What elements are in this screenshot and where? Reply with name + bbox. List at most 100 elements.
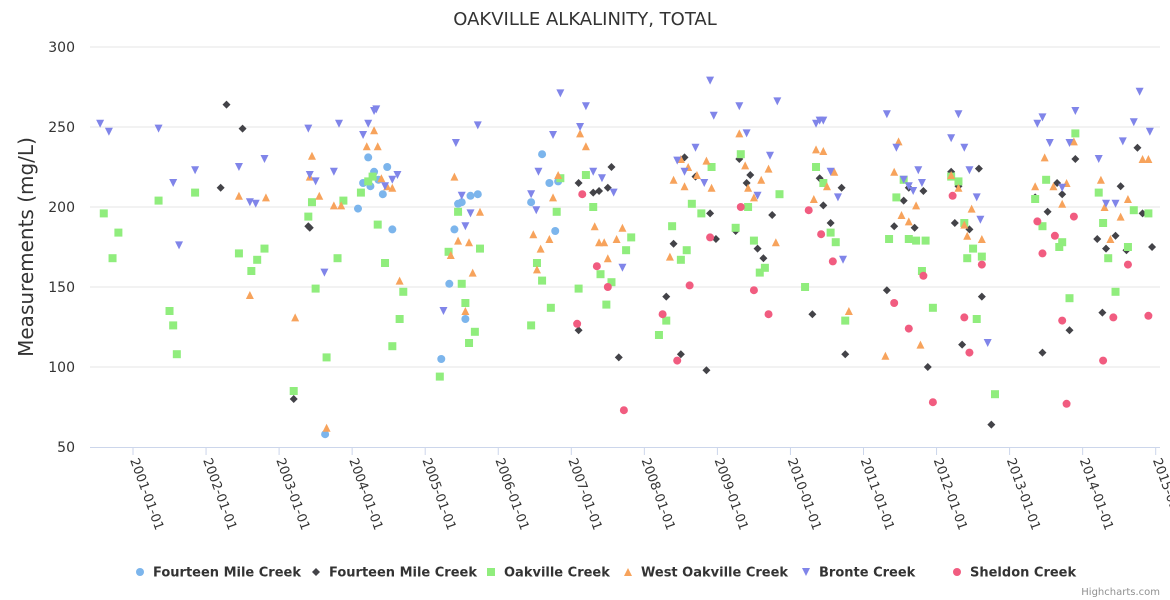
data-point[interactable] — [612, 235, 621, 243]
data-point[interactable] — [826, 219, 835, 227]
data-point[interactable] — [216, 183, 225, 192]
data-point[interactable] — [595, 238, 604, 247]
data-point[interactable] — [545, 235, 554, 243]
data-point[interactable] — [576, 129, 585, 138]
data-point[interactable] — [882, 286, 891, 295]
data-point[interactable] — [468, 268, 477, 277]
data-point[interactable] — [333, 254, 342, 263]
data-point[interactable] — [1065, 326, 1074, 335]
data-point[interactable] — [1071, 155, 1080, 163]
data-point[interactable] — [839, 255, 848, 264]
data-point[interactable] — [592, 262, 601, 271]
data-point[interactable] — [305, 171, 314, 179]
data-point[interactable] — [169, 179, 178, 187]
data-point[interactable] — [393, 171, 402, 179]
data-point[interactable] — [364, 177, 373, 186]
data-point[interactable] — [1123, 243, 1132, 251]
data-point[interactable] — [1106, 235, 1115, 243]
data-point[interactable] — [589, 167, 598, 176]
data-point[interactable] — [831, 238, 840, 247]
data-point[interactable] — [576, 123, 585, 131]
data-point[interactable] — [1058, 199, 1067, 208]
data-point[interactable] — [315, 191, 324, 200]
data-point[interactable] — [977, 292, 986, 301]
data-point[interactable] — [596, 270, 605, 279]
data-point[interactable] — [1038, 222, 1047, 231]
data-point[interactable] — [457, 191, 466, 200]
data-point[interactable] — [574, 284, 583, 293]
data-point[interactable] — [892, 193, 901, 202]
data-point[interactable] — [364, 119, 373, 128]
data-point[interactable] — [590, 222, 599, 231]
data-point[interactable] — [527, 198, 536, 207]
data-point[interactable] — [549, 193, 558, 202]
legend-item[interactable]: Fourteen Mile Creek — [312, 566, 477, 581]
data-point[interactable] — [736, 150, 745, 159]
data-point[interactable] — [551, 227, 560, 235]
data-point[interactable] — [370, 126, 379, 135]
data-point[interactable] — [465, 238, 474, 247]
data-point[interactable] — [817, 230, 826, 239]
data-point[interactable] — [356, 188, 365, 197]
data-point[interactable] — [454, 207, 463, 216]
data-point[interactable] — [963, 254, 972, 263]
data-point[interactable] — [532, 206, 541, 215]
data-point[interactable] — [104, 127, 113, 136]
data-point[interactable] — [260, 155, 269, 163]
data-point[interactable] — [154, 124, 163, 133]
data-point[interactable] — [538, 150, 547, 159]
data-point[interactable] — [965, 166, 974, 175]
data-point[interactable] — [1118, 137, 1127, 146]
data-point[interactable] — [654, 331, 663, 339]
data-point[interactable] — [812, 119, 821, 128]
data-point[interactable] — [245, 291, 254, 299]
data-point[interactable] — [749, 236, 758, 245]
data-point[interactable] — [470, 327, 479, 336]
data-point[interactable] — [289, 387, 298, 395]
data-point[interactable] — [556, 89, 565, 98]
data-point[interactable] — [597, 174, 606, 183]
data-point[interactable] — [191, 188, 200, 197]
data-point[interactable] — [706, 76, 715, 85]
data-point[interactable] — [1129, 206, 1138, 215]
data-point[interactable] — [465, 339, 474, 347]
data-point[interactable] — [574, 179, 583, 187]
data-point[interactable] — [337, 201, 346, 210]
data-point[interactable] — [844, 307, 853, 315]
data-point[interactable] — [1144, 209, 1153, 218]
data-point[interactable] — [904, 324, 913, 333]
data-point[interactable] — [450, 172, 459, 181]
data-point[interactable] — [435, 372, 444, 381]
data-point[interactable] — [912, 201, 921, 210]
data-point[interactable] — [538, 276, 547, 285]
data-point[interactable] — [339, 196, 348, 205]
data-point[interactable] — [234, 163, 243, 171]
data-point[interactable] — [475, 244, 484, 253]
data-point[interactable] — [1102, 244, 1111, 253]
data-point[interactable] — [760, 263, 769, 272]
data-point[interactable] — [473, 121, 482, 130]
data-point[interactable] — [662, 292, 671, 301]
data-point[interactable] — [439, 307, 448, 315]
data-point[interactable] — [706, 233, 715, 242]
data-point[interactable] — [381, 182, 390, 191]
data-point[interactable] — [1031, 195, 1040, 203]
data-point[interactable] — [1123, 195, 1132, 203]
data-point[interactable] — [1138, 155, 1147, 163]
data-point[interactable] — [353, 204, 362, 213]
data-point[interactable] — [527, 321, 536, 330]
data-point[interactable] — [1109, 313, 1118, 322]
data-point[interactable] — [1071, 129, 1080, 138]
data-point[interactable] — [742, 129, 751, 138]
data-point[interactable] — [595, 187, 604, 195]
data-point[interactable] — [609, 188, 618, 197]
data-point[interactable] — [175, 241, 184, 250]
data-point[interactable] — [108, 254, 117, 263]
data-point[interactable] — [954, 183, 963, 192]
data-point[interactable] — [990, 390, 999, 399]
data-point[interactable] — [450, 225, 459, 234]
data-point[interactable] — [388, 225, 397, 234]
data-point[interactable] — [321, 430, 330, 439]
data-point[interactable] — [529, 230, 538, 239]
data-point[interactable] — [833, 193, 842, 202]
